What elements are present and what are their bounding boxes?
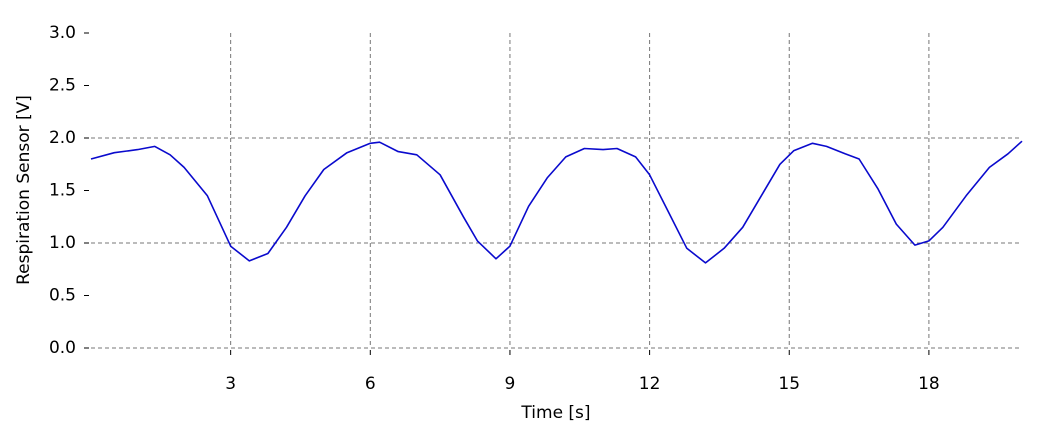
y-tick-label: 1.0 [49, 233, 76, 253]
x-tick-label: 9 [505, 374, 516, 394]
y-tick-label: 2.0 [49, 128, 76, 148]
y-tick-label: 0.5 [49, 286, 76, 306]
x-tick-label: 12 [639, 374, 661, 394]
y-tick-label: 2.5 [49, 76, 76, 96]
x-tick-label: 3 [225, 374, 236, 394]
y-tick-label: 3.0 [49, 23, 76, 43]
y-tick-label: 1.5 [49, 181, 76, 201]
x-tick-label: 15 [778, 374, 800, 394]
x-tick-label: 6 [365, 374, 376, 394]
data-line [90, 140, 1023, 264]
x-axis-label: Time [s] [520, 403, 590, 423]
x-tick-label: 18 [918, 374, 940, 394]
y-axis-label: Respiration Sensor [V] [14, 95, 34, 285]
y-tick-label: 0.0 [49, 338, 76, 358]
